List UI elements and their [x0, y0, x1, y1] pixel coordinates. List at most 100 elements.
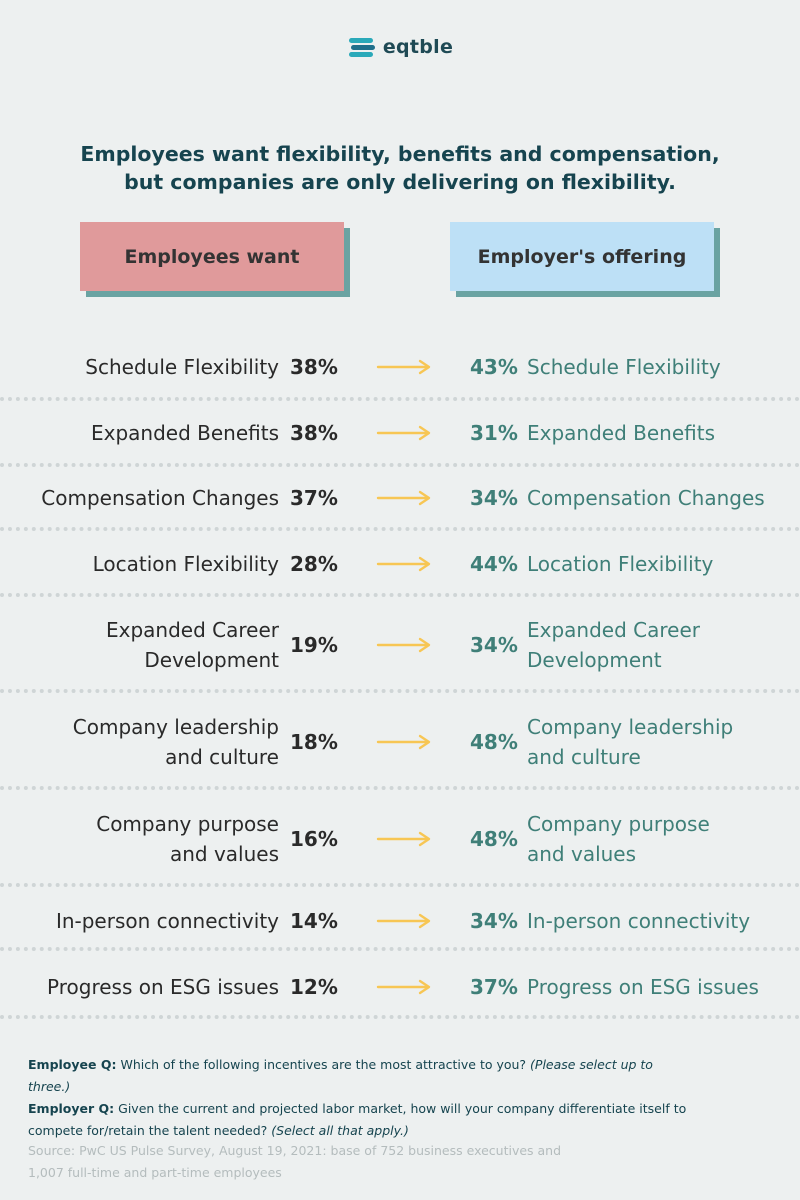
dotted-divider	[0, 786, 800, 790]
arrow-right-icon	[376, 831, 431, 847]
arrow-right-icon	[376, 734, 431, 750]
employee-question: Employee Q: Which of the following incen…	[28, 1054, 688, 1098]
employee-want-label: Schedule Flexibility	[85, 352, 279, 382]
employee-want-percent: 28%	[290, 552, 338, 576]
employer-offering-percent: 34%	[470, 909, 518, 933]
employee-want-label-line: Company purpose	[96, 812, 279, 836]
employer-question-hint: (Select all that apply.)	[271, 1123, 409, 1138]
employer-offering-label-line: Progress on ESG issues	[527, 975, 759, 999]
employer-offering-label-line: and culture	[527, 745, 641, 769]
employer-offering-label: Company leadership and culture	[527, 712, 733, 772]
employer-offering-label-line: In-person connectivity	[527, 909, 751, 933]
employer-offering-label-line: Development	[527, 648, 662, 672]
employee-want-label: Company purpose and values	[96, 809, 279, 869]
comparison-row: Location Flexibility 28% 44% Location Flexi…	[0, 534, 800, 594]
arrow-right-icon	[376, 979, 431, 995]
employer-question: Employer Q: Given the current and projec…	[28, 1098, 688, 1142]
employer-offering-label-line: Schedule Flexibility	[527, 355, 721, 379]
employer-offering-percent: 48%	[470, 730, 518, 754]
comparison-row: Compensation Changes 37% 34% Compensation C…	[0, 468, 800, 528]
employer-offering-percent: 48%	[470, 827, 518, 851]
comparison-row: Expanded Career Development 19% 34% Expanded…	[0, 615, 800, 675]
employee-want-label-line: Company leadership	[72, 715, 279, 739]
dotted-divider	[0, 883, 800, 887]
employer-offering-label: In-person connectivity	[527, 906, 750, 936]
comparison-row: Company purpose and values 16% 48% Company p…	[0, 809, 800, 869]
employee-want-label-line: Expanded Benefits	[90, 421, 279, 445]
employee-want-label: Company leadership and culture	[73, 712, 279, 772]
employee-want-percent: 19%	[290, 633, 338, 657]
dotted-divider	[0, 689, 800, 693]
employer-offering-percent: 34%	[470, 633, 518, 657]
employer-offering-label: Expanded Benefits	[527, 418, 715, 448]
employer-offering-label: Schedule Flexibility	[527, 352, 721, 382]
employer-offering-header: Employer's offering	[450, 222, 714, 291]
comparison-row: In-person connectivity 14% 34% In-person co…	[0, 891, 800, 951]
arrow-right-icon	[376, 913, 431, 929]
comparison-row: Expanded Benefits 38% 31% Expanded Benefits	[0, 403, 800, 463]
employee-want-label-line: Development	[144, 648, 279, 672]
arrow-right-icon	[376, 359, 431, 375]
dotted-divider	[0, 1015, 800, 1019]
employee-want-label: Compensation Changes	[41, 483, 279, 513]
employee-want-percent: 14%	[290, 909, 338, 933]
employee-want-label-line: Compensation Changes	[41, 486, 279, 510]
employer-offering-label-line: Location Flexibility	[527, 552, 714, 576]
employee-question-hint: (Please select up to three.)	[28, 1057, 653, 1094]
arrow-right-icon	[376, 425, 431, 441]
employee-want-label-line: Progress on ESG issues	[47, 975, 279, 999]
dotted-divider	[0, 947, 800, 951]
headline-line-1: Employees want flexibility, benefits and…	[80, 142, 720, 166]
employer-question-label: Employer Q:	[28, 1101, 115, 1116]
dotted-divider	[0, 527, 800, 531]
employee-want-label-line: Expanded Career	[106, 618, 279, 642]
employer-offering-label-line: Compensation Changes	[527, 486, 765, 510]
employer-offering-percent: 31%	[470, 421, 518, 445]
dotted-divider	[0, 463, 800, 467]
employee-want-label-line: Location Flexibility	[92, 552, 279, 576]
headline: Employees want flexibility, benefits and…	[0, 140, 800, 196]
employee-want-percent: 12%	[290, 975, 338, 999]
comparison-row: Company leadership and culture 18% 48% Compa…	[0, 712, 800, 772]
dotted-divider	[0, 397, 800, 401]
employee-want-label-line: and values	[169, 842, 279, 866]
employee-want-percent: 16%	[290, 827, 338, 851]
employee-want-label-line: Schedule Flexibility	[85, 355, 279, 379]
employee-want-percent: 38%	[290, 421, 338, 445]
employer-offering-label: Compensation Changes	[527, 483, 765, 513]
employees-want-header: Employees want	[80, 222, 344, 291]
employer-offering-label-line: Company purpose	[527, 812, 710, 836]
employee-want-label: Progress on ESG issues	[47, 972, 279, 1002]
source-note: Source: PwC US Pulse Survey, August 19, …	[28, 1140, 588, 1184]
employer-question-text: Given the current and projected labor ma…	[28, 1101, 687, 1138]
arrow-right-icon	[376, 637, 431, 653]
employee-want-percent: 38%	[290, 355, 338, 379]
logo: eqtble	[0, 36, 800, 58]
employee-question-label: Employee Q:	[28, 1057, 117, 1072]
arrow-right-icon	[376, 490, 431, 506]
employee-want-label: In-person connectivity	[56, 906, 279, 936]
employer-offering-label: Location Flexibility	[527, 549, 713, 579]
employer-offering-percent: 34%	[470, 486, 518, 510]
headline-line-2: but companies are only delivering on fle…	[124, 170, 676, 194]
source-line-2: 1,007 full-time and part-time employees	[28, 1165, 282, 1180]
employer-offering-label-line: Expanded Career	[527, 618, 700, 642]
employee-want-label-line: In-person connectivity	[55, 909, 279, 933]
source-line-1: Source: PwC US Pulse Survey, August 19, …	[28, 1143, 562, 1158]
employee-want-label: Location Flexibility	[93, 549, 279, 579]
logo-text: eqtble	[382, 36, 454, 58]
employer-offering-label: Expanded Career Development	[527, 615, 700, 675]
employer-offering-label-line: Expanded Benefits	[527, 421, 716, 445]
employer-offering-label-line: and values	[527, 842, 637, 866]
employer-offering-label: Progress on ESG issues	[527, 972, 759, 1002]
employer-offering-percent: 37%	[470, 975, 518, 999]
employer-offering-label: Company purpose and values	[527, 809, 710, 869]
employer-offering-percent: 44%	[470, 552, 518, 576]
employer-offering-label-line: Company leadership	[527, 715, 734, 739]
comparison-row: Progress on ESG issues 12% 37% Progress on …	[0, 957, 800, 1017]
employee-want-percent: 37%	[290, 486, 338, 510]
logo-icon	[348, 38, 375, 57]
comparison-row: Schedule Flexibility 38% 43% Schedule Flexi…	[0, 337, 800, 397]
arrow-right-icon	[376, 556, 431, 572]
survey-notes: Employee Q: Which of the following incen…	[28, 1054, 688, 1142]
